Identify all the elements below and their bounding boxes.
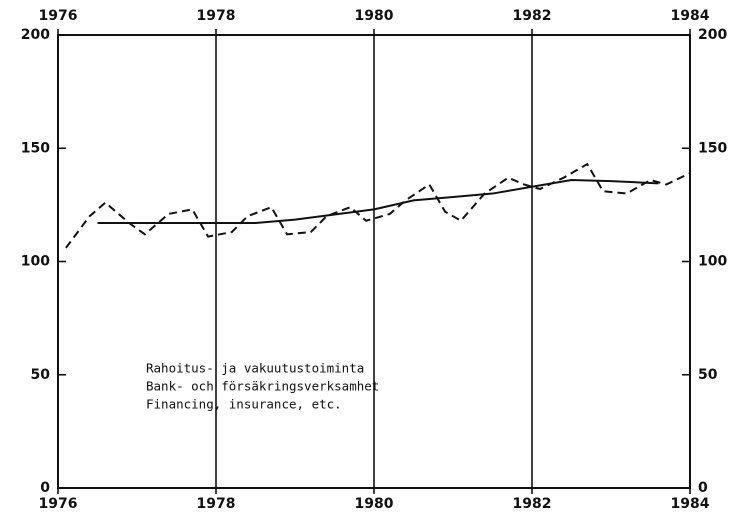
- y-tick-label-right: 200: [698, 27, 727, 43]
- y-tick-label-left: 200: [21, 27, 50, 43]
- y-tick-label-right: 0: [698, 480, 708, 496]
- y-tick-label-left: 50: [31, 367, 51, 383]
- y-tick-label-left: 0: [40, 480, 50, 496]
- x-tick-label-top: 1978: [197, 8, 236, 24]
- x-tick-label-bottom: 1984: [671, 496, 710, 512]
- annotation: Financing, insurance, etc.: [146, 397, 342, 412]
- x-tick-label-top: 1980: [355, 8, 394, 24]
- series-line: [97, 178, 659, 224]
- y-tick-label-left: 100: [21, 254, 50, 270]
- x-tick-label-top: 1984: [671, 8, 710, 24]
- x-tick-label-bottom: 1982: [513, 496, 552, 512]
- x-tick-label-bottom: 1980: [355, 496, 394, 512]
- x-tick-label-top: 1976: [39, 8, 78, 24]
- x-tick-label-bottom: 1976: [39, 496, 78, 512]
- annotation: Rahoitus- ja vakuutustoiminta: [146, 361, 364, 376]
- x-tick-label-bottom: 1978: [197, 496, 236, 512]
- y-tick-label-right: 150: [698, 140, 727, 156]
- annotation: Bank- och försäkringsverksamhet: [146, 379, 379, 394]
- y-tick-label-right: 50: [698, 367, 718, 383]
- y-tick-label-right: 100: [698, 254, 727, 270]
- x-tick-label-top: 1982: [513, 8, 552, 24]
- y-tick-label-left: 150: [21, 140, 50, 156]
- series-line: [65, 162, 691, 249]
